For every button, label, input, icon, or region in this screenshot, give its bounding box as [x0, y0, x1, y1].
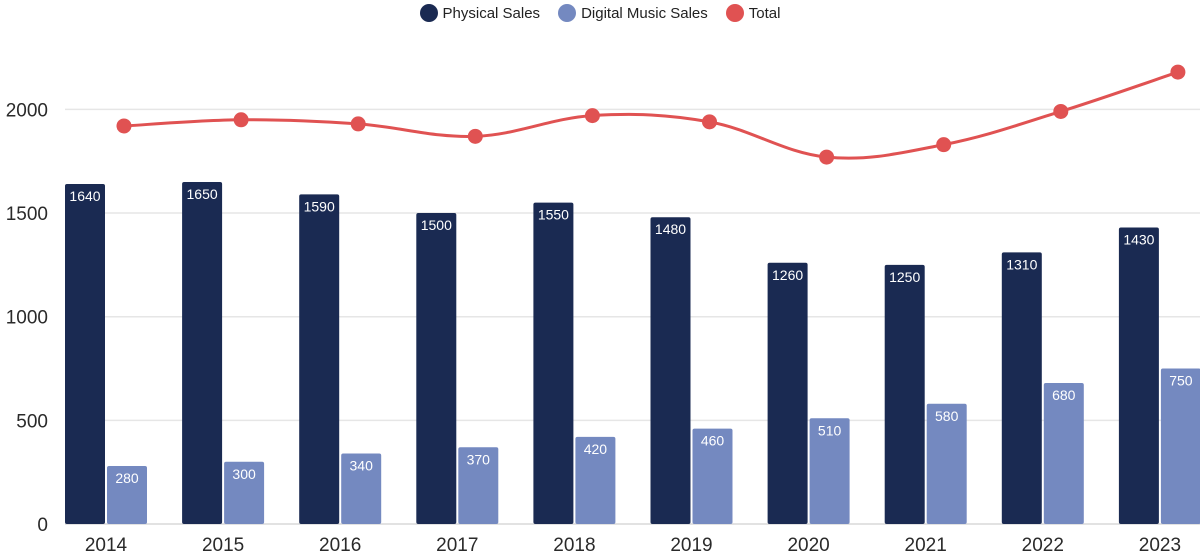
x-tick-label: 2015	[202, 535, 244, 553]
bar-value-label: 1260	[772, 267, 803, 283]
x-tick-label: 2023	[1139, 535, 1181, 553]
bar-physical-sales[interactable]	[299, 194, 340, 524]
legend-item-total[interactable]: Total	[725, 4, 781, 22]
legend-item-digital-sales[interactable]: Digital Music Sales	[558, 4, 708, 22]
total-point[interactable]	[350, 116, 366, 132]
bar-value-label: 1590	[304, 198, 335, 214]
bar-value-label: 510	[818, 422, 842, 438]
bar-value-label: 1640	[69, 188, 100, 204]
legend-label: Digital Music Sales	[581, 4, 708, 22]
total-point[interactable]	[116, 118, 132, 134]
total-point[interactable]	[233, 112, 249, 128]
bar-physical-sales[interactable]	[767, 262, 808, 524]
bar-digital-music-sales[interactable]	[926, 403, 967, 524]
bar-digital-music-sales[interactable]	[1043, 383, 1084, 524]
bar-digital-music-sales[interactable]	[224, 461, 265, 524]
bar-physical-sales[interactable]	[884, 264, 925, 524]
total-point[interactable]	[1053, 103, 1069, 119]
bar-digital-music-sales[interactable]	[341, 453, 382, 524]
y-tick-label: 1000	[6, 308, 48, 329]
bar-value-label: 370	[467, 451, 491, 467]
bar-value-label: 1310	[1006, 256, 1037, 272]
bar-value-label: 300	[232, 466, 256, 482]
x-tick-label: 2016	[319, 535, 361, 553]
x-tick-label: 2019	[670, 535, 712, 553]
bar-value-label: 1500	[421, 217, 452, 233]
total-line-path	[123, 70, 1179, 160]
legend-swatch-total-icon	[725, 4, 744, 22]
x-tick-label: 2020	[787, 535, 829, 553]
bar-value-label: 1550	[538, 207, 569, 223]
bar-digital-music-sales[interactable]	[458, 447, 499, 524]
bar-physical-sales[interactable]	[182, 181, 223, 524]
bars: 1640 280 1650 300 1590 340 1500 370 1550 420 1480 4…	[65, 181, 1200, 525]
x-tick-label: 2021	[905, 535, 947, 553]
bar-value-label: 1650	[187, 186, 218, 202]
bar-value-label: 340	[350, 458, 374, 474]
bar-physical-sales[interactable]	[650, 217, 691, 525]
bar-value-label: 1480	[655, 221, 686, 237]
bar-digital-music-sales[interactable]	[692, 428, 733, 524]
bar-value-label: 580	[935, 408, 959, 424]
bar-value-label: 750	[1169, 373, 1193, 389]
bar-physical-sales[interactable]	[533, 202, 574, 524]
x-tick-label: 2022	[1022, 535, 1064, 553]
y-tick-label: 2000	[6, 100, 48, 121]
legend-label: Physical Sales	[442, 4, 541, 22]
bar-physical-sales[interactable]	[1118, 227, 1159, 524]
x-tick-label: 2017	[436, 535, 478, 553]
x-tick-label: 2018	[553, 535, 595, 553]
bar-value-label: 460	[701, 433, 725, 449]
total-point[interactable]	[1170, 64, 1186, 80]
bar-value-label: 280	[115, 470, 139, 486]
total-line	[116, 64, 1186, 165]
bar-digital-music-sales[interactable]	[1160, 368, 1200, 524]
bar-digital-music-sales[interactable]	[809, 418, 850, 524]
total-point[interactable]	[702, 114, 717, 130]
legend-item-physical-sales[interactable]: Physical Sales	[419, 4, 541, 22]
y-tick-label: 500	[16, 411, 48, 432]
total-point[interactable]	[467, 128, 483, 144]
bar-value-label: 1250	[889, 269, 920, 285]
chart-legend: Physical Sales Digital Music Sales Total	[0, 4, 1200, 22]
bar-physical-sales[interactable]	[416, 213, 457, 525]
total-point[interactable]	[936, 137, 952, 153]
bar-value-label: 680	[1052, 387, 1076, 403]
legend-swatch-digital-icon	[558, 4, 577, 22]
total-point[interactable]	[819, 149, 835, 165]
y-axis: 0 500 1000 1500 2000	[6, 100, 48, 536]
bar-physical-sales[interactable]	[1001, 252, 1042, 524]
bar-value-label: 420	[584, 441, 608, 457]
total-point[interactable]	[584, 108, 600, 124]
bar-value-label: 1430	[1123, 232, 1154, 248]
bar-digital-music-sales[interactable]	[107, 465, 147, 524]
bar-physical-sales[interactable]	[65, 184, 105, 524]
bar-digital-music-sales[interactable]	[575, 436, 616, 524]
y-tick-label: 1500	[6, 204, 48, 225]
y-tick-label: 0	[37, 515, 48, 536]
x-axis: 2014 2015 2016 2017 2018 2019 2020 2021 2022 2023	[85, 535, 1181, 553]
x-tick-label: 2014	[85, 535, 128, 553]
legend-label: Total	[748, 4, 781, 22]
legend-swatch-physical-icon	[419, 4, 438, 22]
